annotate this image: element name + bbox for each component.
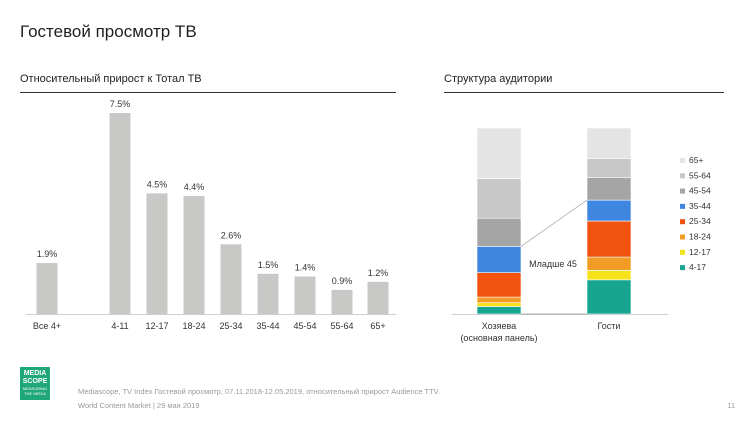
stack-segment-35-44 <box>476 246 522 273</box>
stack-segment-65+ <box>476 127 522 180</box>
bar-chart-rule <box>20 92 396 93</box>
logo-tagline: MEASURING THE MEDIA <box>22 386 48 396</box>
stack-segment-55-64 <box>476 178 522 219</box>
legend-swatch-55-64 <box>680 173 685 179</box>
stack-segment-4-17 <box>476 306 522 315</box>
bar-category-label: 35-44 <box>256 321 279 331</box>
stack-segment-25-34 <box>586 220 632 258</box>
legend-label-12-17: 12-17 <box>689 247 711 257</box>
bar-category-label: 55-64 <box>330 321 353 331</box>
stack-segment-35-44 <box>586 199 632 222</box>
stack-segment-65+ <box>586 127 632 159</box>
legend-label-55-64: 55-64 <box>689 170 711 180</box>
stack-segment-18-24 <box>586 256 632 271</box>
legend-label-35-44: 35-44 <box>689 201 711 211</box>
legend-swatch-65+ <box>680 158 685 163</box>
legend-label-25-34: 25-34 <box>689 216 711 226</box>
legend-swatch-45-54 <box>680 188 685 194</box>
bar-chart-subtitle: Относительный прирост к Тотал ТВ <box>20 73 202 85</box>
stack-chart-rule <box>444 92 724 93</box>
bar-category-label: 45-54 <box>293 321 316 331</box>
bar-25-34 <box>220 244 242 314</box>
logo-line2: SCOPE <box>22 378 48 385</box>
bar-12-17 <box>146 193 168 314</box>
bar-value-label: 2.6% <box>221 230 242 240</box>
mediascope-logo: MEDIA SCOPE MEASURING THE MEDIA <box>20 367 50 400</box>
bar-category-label: 12-17 <box>145 321 168 331</box>
bar-category-label: 4-11 <box>111 321 128 331</box>
stack-segment-18-24 <box>476 296 522 304</box>
stack-chart-subtitle: Структура аудитории <box>444 73 553 85</box>
stack-segment-45-54 <box>586 177 632 201</box>
stack-category-label: (основная панель) <box>460 333 537 343</box>
connector-line-top <box>520 199 588 247</box>
stack-segment-25-34 <box>476 272 522 298</box>
stack-segment-45-54 <box>476 217 522 247</box>
bar-35-44 <box>257 273 279 314</box>
footer-source: Mediascope, TV Index Гостевой просмотр, … <box>78 387 441 396</box>
bar-value-label: 1.9% <box>37 249 58 259</box>
legend-swatch-35-44 <box>680 203 685 209</box>
legend-label-65+: 65+ <box>689 155 703 165</box>
logo-line1: MEDIA <box>23 370 47 377</box>
stack-category-label: Гости <box>598 321 621 331</box>
stack-category-label: Хозяева <box>482 321 517 331</box>
bar-45-54 <box>294 276 316 314</box>
page-title: Гостевой просмотр ТВ <box>20 22 197 41</box>
legend-swatch-12-17 <box>680 249 685 255</box>
bar-value-label: 0.9% <box>332 276 353 286</box>
bar-55-64 <box>331 289 353 314</box>
stack-segment-12-17 <box>586 270 632 281</box>
bar-value-label: 1.5% <box>258 260 279 270</box>
stack-segment-12-17 <box>476 302 522 307</box>
bar-Все 4+ <box>36 263 58 314</box>
bar-value-label: 1.4% <box>295 262 316 272</box>
bar-value-label: 4.5% <box>147 179 168 189</box>
page-number: 11 <box>727 401 735 410</box>
stack-segment-55-64 <box>586 158 632 178</box>
bar-value-label: 4.4% <box>184 182 205 192</box>
legend-label-4-17: 4-17 <box>689 262 706 272</box>
legend-label-45-54: 45-54 <box>689 186 711 196</box>
stack-segment-4-17 <box>586 279 632 315</box>
bar-category-label: 25-34 <box>219 321 242 331</box>
legend-label-18-24: 18-24 <box>689 232 711 242</box>
legend-swatch-18-24 <box>680 234 685 240</box>
bar-18-24 <box>183 196 205 314</box>
bar-category-label: 18-24 <box>182 321 205 331</box>
bar-65+ <box>367 281 389 314</box>
bar-category-label: Все 4+ <box>33 321 61 331</box>
bar-category-label: 65+ <box>370 321 385 331</box>
legend-swatch-25-34 <box>680 219 685 225</box>
bar-value-label: 7.5% <box>110 99 131 109</box>
legend-swatch-4-17 <box>680 265 685 271</box>
bar-value-label: 1.2% <box>368 268 389 278</box>
bar-4-11 <box>109 113 131 314</box>
stack-annotation: Младше 45 <box>529 259 577 269</box>
footer-event: World Content Market | 29 мая 2019 <box>78 401 200 410</box>
